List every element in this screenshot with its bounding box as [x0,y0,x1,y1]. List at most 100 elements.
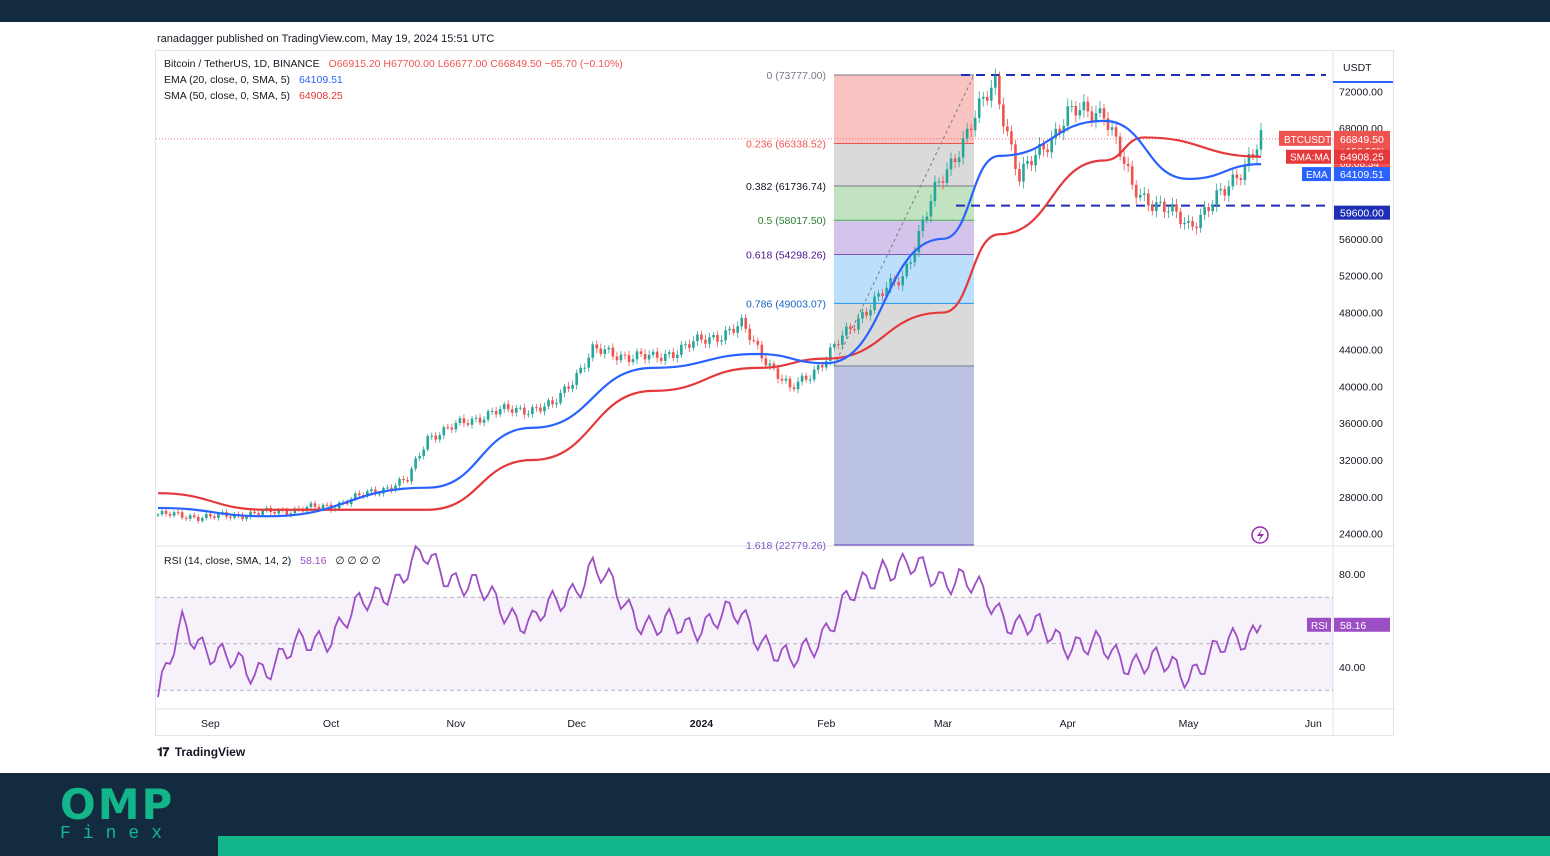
candle-body [539,407,542,412]
legend-ohlc: O66915.20 H67700.00 L66677.00 C66849.50 … [328,58,623,70]
candle-body [989,87,993,101]
candle-body [378,493,381,495]
time-tick-label: Mar [934,718,953,730]
candle-body [837,344,840,346]
candle-body [563,386,566,393]
candle-body [458,418,462,423]
candle-body [1062,125,1066,133]
candle-body [752,340,756,342]
fib-zone [834,303,974,367]
candle-body [1074,106,1078,116]
tradingview-logo[interactable]: 𝟏𝟕 TradingView [157,745,245,760]
candle-body [474,417,478,419]
candle-body [655,351,659,358]
chart-frame[interactable]: 0 (73777.00) 0.236 (66338.52) 0.382 (61736… [155,50,1395,737]
legend-rsi-row[interactable]: RSI (14, close, SMA, 14, 2) 58.16 ∅ ∅ ∅ … [164,555,381,567]
ema-price-tag-bg [1334,167,1390,182]
candle-body [905,263,909,277]
candle-body [277,509,281,514]
candle-body [977,98,981,118]
candle-body [438,435,442,440]
candle-body [861,311,864,319]
candle-body [869,310,872,316]
candle-body [1078,110,1082,116]
candle-body [1171,204,1174,212]
candle-body [241,515,244,520]
price-tick-label: 32000.00 [1339,455,1383,467]
candle-body [325,504,329,506]
candle-body [704,339,707,344]
candle-body [160,510,164,515]
candle-body [249,511,252,517]
currency-label: USDT [1343,62,1372,74]
legend-sma-label: SMA (50, close, 0, SMA, 5) [164,90,291,102]
candle-body [454,422,458,430]
rsi-value-tag: 58.16 [1340,620,1366,632]
candle-body [414,458,417,469]
time-tick-label: Feb [817,718,835,730]
symbol-tag: BTCUSDT [1284,135,1331,146]
chart-svg[interactable]: 0 (73777.00) 0.236 (66338.52) 0.382 (61736… [156,51,1395,737]
fib-label: 0.786 (49003.07) [746,298,826,310]
candle-body [849,326,852,330]
candle-body [1006,126,1009,132]
candle-body [418,455,421,459]
candle-body [788,378,792,388]
accent-strip [218,836,1550,856]
candle-body [784,378,788,381]
candle-body [816,365,820,370]
legend-sma-row[interactable]: SMA (50, close, 0, SMA, 5) 64908.25 [164,90,343,102]
candle-body [172,512,176,516]
candle-body [543,406,546,412]
ema-name-tag-bg [1302,167,1331,182]
candle-body [1163,201,1166,212]
candle-body [434,435,438,440]
candle-body [1219,188,1223,191]
fib-label: 0 (73777.00) [766,70,826,82]
candle-body [531,407,534,415]
candle-body [205,513,208,518]
candle-body [366,491,369,497]
candle-body [1211,205,1214,212]
candle-body [897,282,901,286]
candle-body [370,489,373,492]
omp-finex-logo[interactable]: OMP Finex [60,784,175,845]
candle-body [535,407,538,409]
candle-body [1142,193,1146,195]
legend-ema-row[interactable]: EMA (20, close, 0, SMA, 5) 64109.51 [164,74,343,86]
candle-body [712,334,715,338]
candle-body [1199,214,1202,229]
logo-bottom-text: Finex [60,824,175,844]
candle-body [877,293,880,297]
sma-price-tag: 64908.25 [1340,152,1384,164]
candle-body [828,347,832,362]
candle-body [611,347,615,357]
alert-lightning-icon [1251,526,1269,544]
candle-body [313,503,317,507]
candle-body [635,351,639,360]
candle-body [627,355,631,363]
candle-body [913,252,917,263]
time-tick-label: Apr [1060,718,1077,730]
candle-body [571,385,574,389]
candle-body [780,378,784,381]
candle-body [603,349,607,354]
candle-body [969,128,973,131]
candle-body [273,512,277,514]
candle-body [675,354,679,358]
sma-name-tag: SMA:MA [1290,153,1330,164]
candle-body [406,480,409,482]
candle-body [680,344,683,355]
candle-body [1146,193,1150,206]
candle-body [261,510,264,515]
candle-body [941,181,945,183]
candle-body [1167,211,1170,213]
candle-body [470,418,474,425]
legend-sma-value: 64908.25 [298,90,343,102]
candle-body [559,392,562,403]
candle-body [482,419,486,423]
time-tick-label: May [1179,718,1200,730]
candle-body [961,138,965,158]
sma-price-tag-bg [1334,149,1390,164]
candle-body [994,75,997,88]
